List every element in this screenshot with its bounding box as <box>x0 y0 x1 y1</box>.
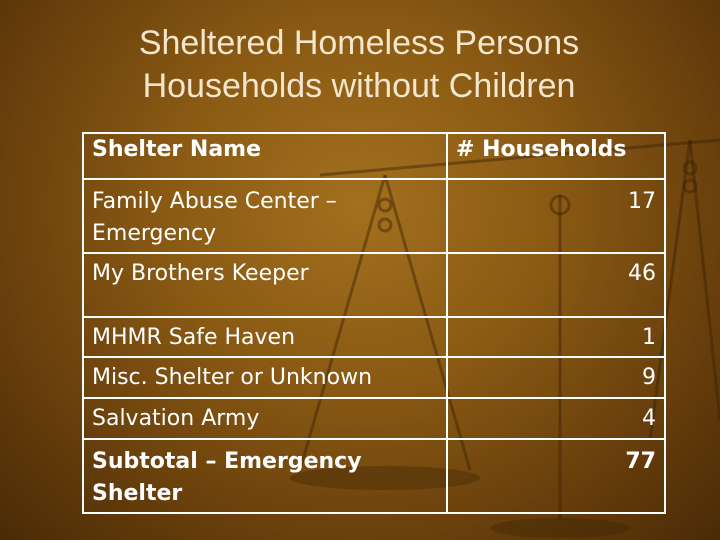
households-cell: 9 <box>446 356 666 399</box>
table-row: My Brothers Keeper 46 <box>82 252 666 318</box>
shelter-name-cell: Family Abuse Center – Emergency <box>82 178 448 254</box>
table-row-subtotal: Subtotal – Emergency Shelter 77 <box>82 438 666 514</box>
shelter-name-cell: My Brothers Keeper <box>82 252 448 318</box>
header-shelter-name: Shelter Name <box>82 132 448 180</box>
shelter-name-cell: MHMR Safe Haven <box>82 316 448 358</box>
shelter-name-cell: Salvation Army <box>82 397 448 440</box>
households-table: Shelter Name # Households Family Abuse C… <box>82 132 666 514</box>
title-line-2: Households without Children <box>142 67 576 105</box>
table-row: Family Abuse Center – Emergency 17 <box>82 178 666 254</box>
slide-title: Sheltered Homeless Persons Households wi… <box>0 22 720 108</box>
header-households: # Households <box>446 132 666 180</box>
subtotal-value-cell: 77 <box>446 438 666 514</box>
table-row: Salvation Army 4 <box>82 397 666 440</box>
shelter-name-cell: Misc. Shelter or Unknown <box>82 356 448 399</box>
households-cell: 4 <box>446 397 666 440</box>
table-row: Misc. Shelter or Unknown 9 <box>82 356 666 399</box>
households-cell: 17 <box>446 178 666 254</box>
households-cell: 1 <box>446 316 666 358</box>
subtotal-label-cell: Subtotal – Emergency Shelter <box>82 438 448 514</box>
title-line-1: Sheltered Homeless Persons <box>138 24 580 62</box>
table-row: MHMR Safe Haven 1 <box>82 316 666 358</box>
households-cell: 46 <box>446 252 666 318</box>
table-header-row: Shelter Name # Households <box>82 132 666 180</box>
